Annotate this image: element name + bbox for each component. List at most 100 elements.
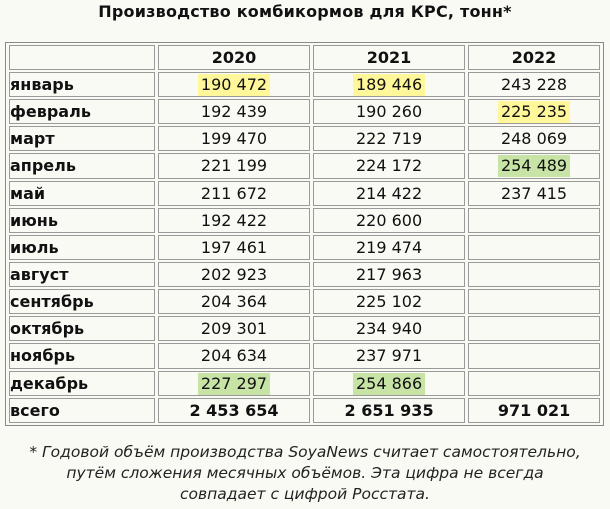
table-row: апрель 221 199 224 172 254 489 [9, 153, 600, 179]
value-cell-2021: 222 719 [313, 126, 466, 152]
table-row: декабрь 227 297 254 866 [9, 370, 600, 396]
value-cell-2022: 248 069 [468, 126, 600, 152]
total-value: 971 021 [497, 400, 571, 420]
value-cell-2021: 237 971 [313, 343, 466, 369]
value-text: 224 172 [355, 156, 423, 176]
value-cell-2022 [468, 234, 600, 260]
value-text: 237 971 [355, 346, 423, 366]
value-cell-2020: 190 472 [158, 72, 311, 98]
table-row: июнь 192 422 220 600 [9, 207, 600, 233]
table-row: сентябрь 204 364 225 102 [9, 289, 600, 315]
value-text: 202 923 [200, 265, 268, 285]
month-label: август [9, 261, 155, 288]
value-cell-2022 [468, 316, 600, 342]
value-cell-2022: 225 235 [468, 99, 600, 125]
table-row: ноябрь 204 634 237 971 [9, 343, 600, 369]
value-cell-2020: 221 199 [158, 153, 311, 179]
total-value: 2 651 935 [344, 400, 434, 420]
value-text: 237 415 [500, 183, 568, 203]
column-header-2020: 2020 [158, 45, 311, 70]
value-cell-2021: 254 866 [313, 370, 466, 396]
value-text: 220 600 [355, 210, 423, 230]
table-row: февраль 192 439 190 260 225 235 [9, 99, 600, 125]
month-label: июнь [9, 207, 155, 233]
value-cell-2020: 209 301 [158, 316, 311, 342]
value-cell-2022: 237 415 [468, 180, 600, 206]
value-text: 254 489 [497, 155, 571, 178]
table-title: Производство комбикормов для КРС, тонн* [98, 2, 512, 21]
value-cell-2021: 219 474 [313, 234, 466, 260]
production-table-frame: 2020 2021 2022 январь 190 472 189 446 243 2… [5, 42, 604, 426]
value-text: 204 634 [200, 346, 268, 366]
value-text: 222 719 [355, 129, 423, 149]
footnote-line: * Годовой объём производства SoyaNews сч… [29, 443, 581, 461]
footnote: * Годовой объём производства SoyaNews сч… [0, 442, 610, 505]
value-text: 197 461 [200, 237, 268, 257]
value-cell-2022 [468, 289, 600, 315]
month-label: апрель [9, 153, 155, 179]
total-cell-2021: 2 651 935 [313, 397, 466, 423]
value-cell-2022 [468, 261, 600, 288]
value-cell-2021: 220 600 [313, 207, 466, 233]
header-corner-cell [9, 45, 155, 70]
header-row: 2020 2021 2022 [9, 45, 600, 70]
value-text: 227 297 [197, 372, 271, 395]
table-row: май 211 672 214 422 237 415 [9, 180, 600, 206]
value-text: 254 866 [352, 372, 426, 395]
value-cell-2020: 197 461 [158, 234, 311, 260]
value-text: 234 940 [355, 319, 423, 339]
total-value: 2 453 654 [189, 400, 279, 420]
value-text: 217 963 [355, 265, 423, 285]
value-cell-2020: 192 439 [158, 99, 311, 125]
month-label: июль [9, 234, 155, 260]
value-cell-2021: 190 260 [313, 99, 466, 125]
footnote-line: совпадает с цифрой Росстата. [180, 485, 430, 503]
month-label: ноябрь [9, 343, 155, 369]
table-row: январь 190 472 189 446 243 228 [9, 72, 600, 98]
month-label: февраль [9, 99, 155, 125]
value-cell-2022: 243 228 [468, 72, 600, 98]
column-header-2022: 2022 [468, 45, 600, 70]
total-cell-2020: 2 453 654 [158, 397, 311, 423]
value-text: 209 301 [200, 319, 268, 339]
value-cell-2020: 192 422 [158, 207, 311, 233]
value-cell-2020: 199 470 [158, 126, 311, 152]
value-text: 192 422 [200, 210, 268, 230]
table-body: январь 190 472 189 446 243 228 февраль 192 43… [9, 72, 600, 423]
value-text: 190 260 [355, 102, 423, 122]
value-cell-2020: 227 297 [158, 370, 311, 396]
value-cell-2020: 211 672 [158, 180, 311, 206]
value-text: 214 422 [355, 183, 423, 203]
value-cell-2021: 225 102 [313, 289, 466, 315]
production-table: 2020 2021 2022 январь 190 472 189 446 243 2… [6, 43, 603, 425]
value-text: 192 439 [200, 102, 268, 122]
value-text: 190 472 [197, 74, 271, 97]
value-cell-2020: 204 634 [158, 343, 311, 369]
value-text: 243 228 [500, 75, 568, 95]
value-cell-2022 [468, 343, 600, 369]
value-cell-2020: 202 923 [158, 261, 311, 288]
value-cell-2021: 189 446 [313, 72, 466, 98]
month-label: январь [9, 72, 155, 98]
value-cell-2021: 217 963 [313, 261, 466, 288]
value-cell-2021: 214 422 [313, 180, 466, 206]
value-text: 225 102 [355, 292, 423, 312]
value-text: 211 672 [200, 183, 268, 203]
month-label: май [9, 180, 155, 206]
value-text: 199 470 [200, 129, 268, 149]
value-cell-2022 [468, 370, 600, 396]
total-row: всего 2 453 654 2 651 935 971 021 [9, 397, 600, 423]
value-text: 219 474 [355, 237, 423, 257]
month-label: октябрь [9, 316, 155, 342]
value-text: 225 235 [497, 101, 571, 124]
month-label: декабрь [9, 370, 155, 396]
table-row: август 202 923 217 963 [9, 261, 600, 288]
value-text: 189 446 [352, 74, 426, 97]
month-label: сентябрь [9, 289, 155, 315]
value-cell-2020: 204 364 [158, 289, 311, 315]
table-row: октябрь 209 301 234 940 [9, 316, 600, 342]
value-cell-2021: 224 172 [313, 153, 466, 179]
value-cell-2021: 234 940 [313, 316, 466, 342]
value-text: 248 069 [500, 129, 568, 149]
column-header-2021: 2021 [313, 45, 466, 70]
